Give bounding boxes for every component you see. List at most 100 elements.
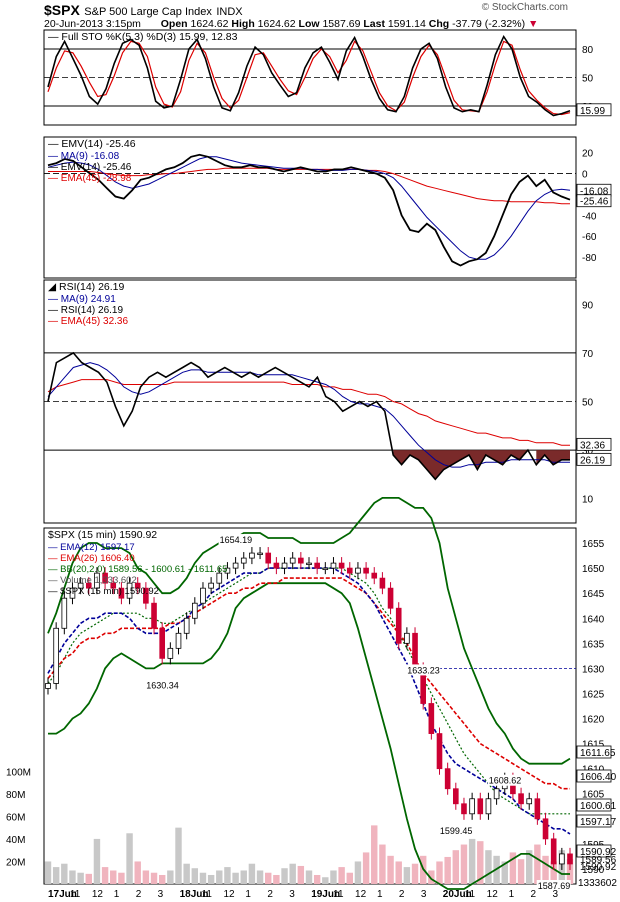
price-title: $SPX (15 min) 1590.92 xyxy=(48,529,157,541)
volume-bar xyxy=(550,861,557,884)
candle-body xyxy=(379,577,386,589)
price-legend-item: — BB(20,2.0) 1589.56 - 1600.61 - 1611.65 xyxy=(48,564,227,575)
emv-line xyxy=(47,153,571,267)
price-annotation-box xyxy=(218,534,253,546)
candle-body xyxy=(53,627,59,684)
price-legend-item: — $SPX (15 min) 1590.92 xyxy=(48,586,159,597)
volume-bar xyxy=(126,833,133,884)
candle-body xyxy=(208,582,214,589)
volume-bar xyxy=(85,873,92,884)
x-axis-tick: 11 xyxy=(202,889,213,900)
candle-body xyxy=(542,818,549,840)
rsi-legend-item: — RSI(14) 26.19 xyxy=(48,305,123,316)
volume-bar xyxy=(61,863,68,884)
price-y-tick: 1655 xyxy=(582,539,605,550)
candle-body xyxy=(404,632,410,644)
candle-body xyxy=(45,683,51,689)
candle-body xyxy=(534,798,541,820)
volume-bar xyxy=(265,872,272,884)
rsi-last-ema: 32.36 xyxy=(580,440,605,451)
ema26-line xyxy=(47,577,570,790)
candle-body xyxy=(412,632,418,669)
x-axis-tick: 12 xyxy=(355,889,367,900)
price-right-label: 1606.40 xyxy=(580,772,617,783)
x-axis-tick: 1 xyxy=(114,889,120,900)
candle-body xyxy=(118,587,125,599)
price-y-tick: 1620 xyxy=(582,715,605,726)
candle-body xyxy=(330,562,337,569)
volume-bar xyxy=(322,877,329,884)
volume-bar xyxy=(93,838,101,884)
x-axis-tick: 11 xyxy=(70,889,81,900)
candle-body xyxy=(151,602,157,629)
bb-upper-line xyxy=(47,497,571,765)
x-axis-tick: 2 xyxy=(267,889,273,900)
low-label: Low xyxy=(298,18,320,30)
volume-bar xyxy=(69,870,76,884)
price-annotation: 1587.69 xyxy=(538,881,571,891)
symbol-name: S&P 500 Large Cap Index xyxy=(84,6,212,18)
x-axis-tick: 12 xyxy=(487,889,499,900)
volume-bar xyxy=(509,852,517,884)
price-annotation-box xyxy=(145,679,180,691)
volume-bar xyxy=(477,841,484,884)
rsi-y-tick: 70 xyxy=(582,349,594,360)
candle-body xyxy=(224,567,231,574)
sto-last-k-box xyxy=(576,103,612,117)
price-annotation: 1599.45 xyxy=(440,826,473,836)
volume-bar xyxy=(191,868,199,884)
x-axis-tick: 17Jun xyxy=(48,889,77,900)
volume-bar xyxy=(387,855,394,884)
rsi-y-tick: 90 xyxy=(582,300,594,311)
candle-body xyxy=(216,572,223,584)
volume-bar xyxy=(452,850,460,884)
chg-label: Chg xyxy=(428,18,450,30)
volume-bar xyxy=(216,870,223,884)
rsi-y-tick: 30 xyxy=(582,446,594,457)
price-annotation-box xyxy=(406,664,441,676)
volume-bar xyxy=(158,874,166,884)
candle-body xyxy=(298,557,304,564)
price-y-tick: 1630 xyxy=(582,664,605,675)
candle-body xyxy=(273,562,280,569)
candle-body xyxy=(143,587,149,604)
volume-bar xyxy=(534,844,541,884)
candle-body xyxy=(338,562,345,569)
rsi-title: ◢ RSI(14) 26.19 xyxy=(48,281,125,293)
candle-body xyxy=(346,567,353,574)
sto-d-line xyxy=(47,40,571,116)
volume-bar xyxy=(436,861,443,884)
emv-last-ma9: -16.08 xyxy=(580,186,609,197)
volume-bar xyxy=(175,827,182,884)
volume-bar xyxy=(371,825,378,884)
x-axis-tick: 3 xyxy=(552,889,558,900)
price-right-label: 1600.61 xyxy=(580,801,617,812)
candle-body xyxy=(134,582,141,589)
rsi-oversold-fill xyxy=(393,450,570,480)
emv-legend-item: — EMA(45) -28.98 xyxy=(48,173,132,184)
candle-body xyxy=(444,768,451,790)
candle-body xyxy=(550,838,557,865)
volume-bar xyxy=(338,867,345,884)
price-legend-item: — EMA(26) 1606.40 xyxy=(48,553,135,564)
volume-bar xyxy=(468,838,476,884)
x-axis-tick: 18Jun xyxy=(180,889,209,900)
volume-bar xyxy=(517,859,525,884)
emv-title: — EMV(14) -25.46 xyxy=(48,138,136,150)
candle-body xyxy=(102,572,108,584)
volume-bar xyxy=(248,863,256,884)
volume-bar xyxy=(395,861,402,884)
volume-bar xyxy=(305,870,313,884)
candle-body xyxy=(363,567,369,574)
rsi-last-rsi: 26.19 xyxy=(580,455,605,466)
price-annotation-box xyxy=(438,824,473,836)
volume-tick: 80M xyxy=(6,790,25,801)
candle-body xyxy=(159,627,165,659)
candle-body xyxy=(567,853,573,865)
x-axis-tick: 3 xyxy=(421,889,427,900)
price-right-label-box xyxy=(576,814,612,828)
rsi-legend-item: — MA(9) 24.91 xyxy=(48,294,116,305)
emv-y-tick: -80 xyxy=(582,253,597,264)
emv-y-tick: -60 xyxy=(582,232,597,243)
volume-bar xyxy=(354,861,362,884)
